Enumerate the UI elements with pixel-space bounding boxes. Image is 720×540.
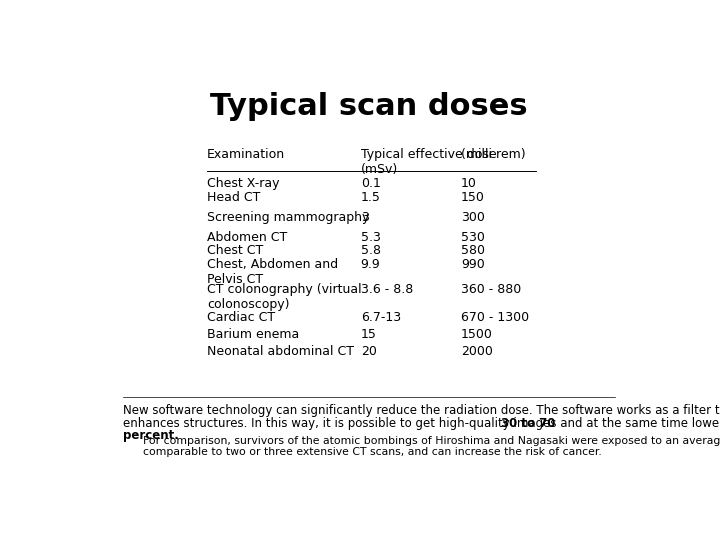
Text: enhances structures. In this way, it is possible to get high-quality images and : enhances structures. In this way, it is … (124, 417, 720, 430)
Text: 360 - 880: 360 - 880 (461, 283, 521, 296)
Text: 2000: 2000 (461, 345, 493, 358)
Text: 670 - 1300: 670 - 1300 (461, 311, 529, 324)
Text: 9.9: 9.9 (361, 258, 380, 271)
Text: Chest, Abdomen and
Pelvis CT: Chest, Abdomen and Pelvis CT (207, 258, 338, 286)
Text: Typical effective dose
(mSv): Typical effective dose (mSv) (361, 148, 496, 176)
Text: (milli rem): (milli rem) (461, 148, 526, 161)
Text: 990: 990 (461, 258, 485, 271)
Text: Abdomen CT: Abdomen CT (207, 231, 287, 244)
Text: Barium enema: Barium enema (207, 328, 300, 341)
Text: 1.5: 1.5 (361, 191, 380, 204)
Text: Chest X-ray: Chest X-ray (207, 177, 279, 190)
Text: Chest CT: Chest CT (207, 245, 264, 258)
Text: percent.: percent. (124, 429, 179, 442)
Text: 1500: 1500 (461, 328, 493, 341)
Text: 150: 150 (461, 191, 485, 204)
Text: 300: 300 (461, 211, 485, 224)
Text: Cardiac CT: Cardiac CT (207, 311, 275, 324)
Text: For comparison, survivors of the atomic bombings of Hiroshima and Nagasaki were : For comparison, survivors of the atomic … (143, 436, 720, 457)
Text: Examination: Examination (207, 148, 285, 161)
Text: 0.1: 0.1 (361, 177, 380, 190)
Text: Head CT: Head CT (207, 191, 261, 204)
Text: New software technology can significantly reduce the radiation dose. The softwar: New software technology can significantl… (124, 404, 720, 417)
Text: 3.6 - 8.8: 3.6 - 8.8 (361, 283, 413, 296)
Text: 5.3: 5.3 (361, 231, 380, 244)
Text: Screening mammography: Screening mammography (207, 211, 369, 224)
Text: 5.8: 5.8 (361, 245, 381, 258)
Text: 6.7-13: 6.7-13 (361, 311, 401, 324)
Text: Neonatal abdominal CT: Neonatal abdominal CT (207, 345, 354, 358)
Text: 580: 580 (461, 245, 485, 258)
Text: 530: 530 (461, 231, 485, 244)
Text: Typical scan doses: Typical scan doses (210, 92, 528, 121)
Text: 10: 10 (461, 177, 477, 190)
Text: CT colonography (virtual
colonoscopy): CT colonography (virtual colonoscopy) (207, 283, 362, 311)
Text: 20: 20 (361, 345, 377, 358)
Text: 3: 3 (361, 211, 369, 224)
Text: 15: 15 (361, 328, 377, 341)
Text: 30 to 70: 30 to 70 (500, 417, 555, 430)
